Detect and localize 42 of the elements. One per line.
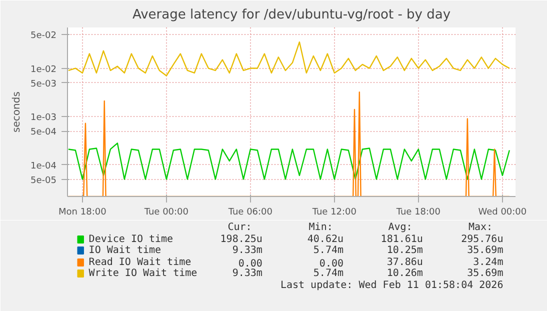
text: Avg: [388, 222, 412, 233]
text: 35.69m [467, 268, 504, 279]
text: 10.25m [386, 245, 423, 256]
text: 9.33m [232, 245, 262, 256]
line-series [68, 41, 510, 76]
chart-title: Average latency for /dev/ubuntu-vg/root - by day [132, 8, 451, 22]
x-tick-label: Mon 18:00 [58, 208, 107, 218]
legend-label: Device IO time [88, 234, 174, 245]
text: 181.61u [380, 234, 423, 245]
x-tick-label: Tue 00:00 [143, 208, 189, 218]
text: 3.24m [473, 257, 504, 268]
x-tick-label: Tue 06:00 [227, 208, 273, 218]
text: 5.74m [313, 245, 344, 256]
text: 295.76u [461, 234, 504, 245]
text: 10.26m [386, 268, 423, 279]
x-tick-label: Tue 18:00 [395, 208, 441, 218]
text: 37.86u [386, 257, 423, 268]
text: 35.69m [467, 245, 504, 256]
text: Max: [468, 222, 493, 233]
text: 40.62u [307, 234, 344, 245]
y-tick-label: 1e-02 [30, 64, 57, 75]
y-tick-label: 5e-04 [30, 128, 57, 138]
text: Cur: [228, 222, 252, 233]
line-series [68, 142, 510, 180]
text: 0.00 [238, 258, 262, 270]
text: 5.74m [313, 268, 344, 279]
x-tick-label: Tue 12:00 [311, 208, 357, 218]
legend-label: IO Wait time [88, 245, 162, 256]
y-tick-label: 1e-03 [30, 113, 57, 124]
y-tick-label: 5e-03 [30, 79, 57, 90]
text: 0.00 [319, 258, 344, 270]
text: Min: [308, 222, 333, 233]
text: 9.33m [232, 268, 262, 279]
legend-label: Read IO Wait time [88, 257, 192, 268]
y-tick-label: 5e-05 [30, 176, 57, 186]
y-axis-title: seconds [12, 92, 23, 132]
y-tick-label: 5e-02 [30, 31, 57, 42]
text: Last update: Wed Feb 11 01:58:04 2026 [280, 280, 504, 291]
x-tick-label: Wed 00:00 [478, 208, 527, 218]
y-tick-label: 1e-04 [30, 161, 57, 172]
text: 198.25u [220, 234, 262, 245]
legend-label: Write IO Wait time [88, 268, 198, 279]
